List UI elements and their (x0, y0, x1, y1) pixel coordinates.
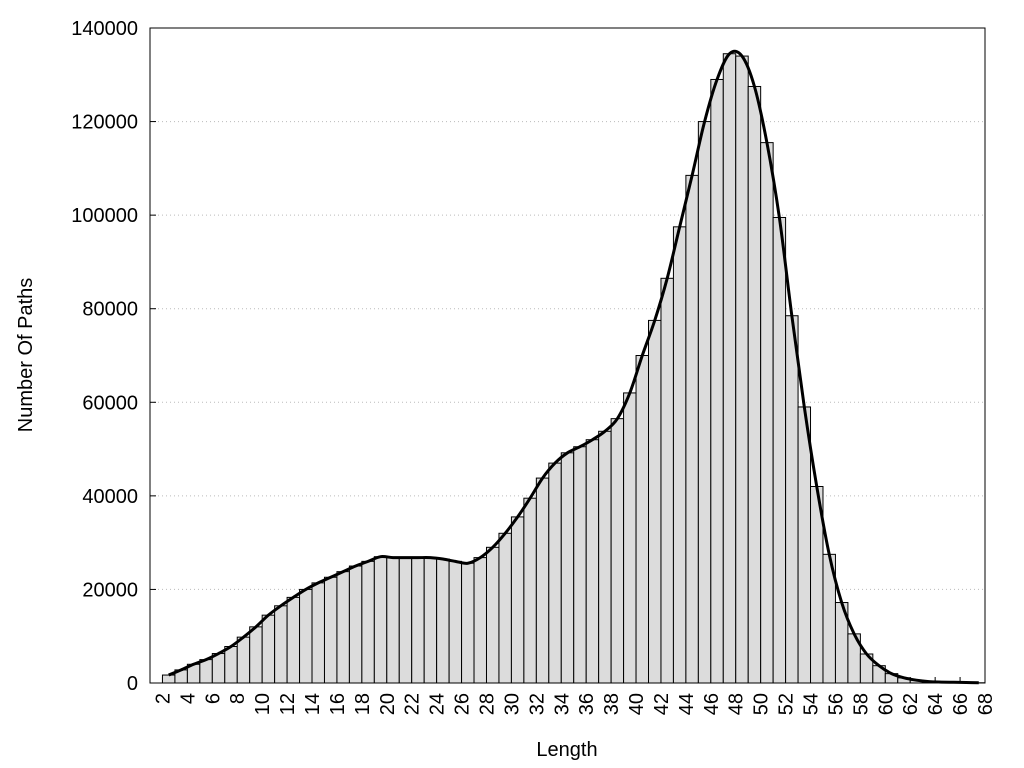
bar (710, 78, 724, 684)
bar (299, 588, 313, 684)
x-tick-label: 36 (576, 693, 598, 715)
bar (411, 557, 425, 684)
bar (510, 516, 525, 684)
bar (660, 277, 674, 684)
bar (523, 497, 537, 684)
x-tick-label: 48 (726, 693, 748, 715)
bar (373, 556, 388, 684)
bar (336, 571, 350, 684)
bar (323, 576, 338, 684)
x-tick-label: 16 (327, 693, 349, 715)
y-tick-label: 0 (127, 673, 138, 695)
bar (623, 392, 637, 684)
bar (560, 452, 575, 684)
bar (772, 216, 787, 684)
x-tick-label: 32 (526, 693, 548, 715)
y-tick-label: 100000 (71, 205, 138, 227)
bar (423, 557, 438, 684)
bar (461, 562, 475, 684)
x-tick-label: 54 (801, 693, 823, 715)
bar (797, 406, 812, 684)
x-tick-label: 64 (925, 693, 947, 715)
x-tick-label: 14 (302, 693, 324, 715)
bar (785, 315, 799, 684)
x-tick-label: 22 (402, 693, 424, 715)
y-tick-label: 120000 (71, 112, 138, 134)
bar (311, 582, 325, 684)
x-tick-label: 52 (776, 693, 798, 715)
bar (199, 659, 213, 684)
bar (672, 226, 687, 684)
y-tick-label: 140000 (71, 18, 138, 40)
x-tick-label: 60 (875, 693, 897, 715)
bar (598, 430, 612, 684)
x-tick-label: 6 (202, 693, 224, 704)
x-tick-label: 68 (975, 693, 997, 715)
bar (498, 532, 512, 684)
bar (747, 85, 762, 684)
x-tick-label: 66 (950, 693, 972, 715)
plot-frame (149, 27, 986, 684)
bar (535, 477, 550, 684)
x-tick-label: 58 (850, 693, 872, 715)
density-curve (168, 49, 979, 685)
x-tick-label: 18 (352, 693, 374, 715)
bar (211, 653, 226, 684)
bar (485, 546, 500, 684)
bar (161, 674, 176, 684)
x-tick-label: 34 (551, 693, 573, 715)
x-tick-label: 40 (626, 693, 648, 715)
bar (286, 596, 301, 684)
x-tick-label: 30 (501, 693, 523, 715)
x-tick-label: 62 (900, 693, 922, 715)
x-tick-label: 8 (227, 693, 249, 704)
bar (261, 614, 276, 684)
bar (436, 558, 450, 684)
bar (348, 565, 363, 684)
x-tick-label: 38 (601, 693, 623, 715)
bar (548, 462, 562, 684)
bar (735, 55, 749, 684)
y-tick-label: 80000 (82, 299, 138, 321)
bar (573, 446, 587, 684)
x-tick-label: 24 (427, 693, 449, 715)
x-tick-label: 12 (277, 693, 299, 715)
x-tick-label: 20 (377, 693, 399, 715)
bar (685, 174, 699, 684)
bar (224, 646, 238, 684)
x-tick-label: 46 (701, 693, 723, 715)
y-axis-label: Number Of Paths (15, 278, 37, 433)
x-tick-label: 2 (152, 693, 174, 704)
bar (236, 636, 251, 684)
bar (585, 439, 600, 684)
y-tick-label: 60000 (82, 392, 138, 414)
x-tick-label: 50 (751, 693, 773, 715)
bar (448, 560, 463, 684)
y-tick-label: 20000 (82, 579, 138, 601)
bar (249, 626, 263, 684)
x-tick-label: 26 (452, 693, 474, 715)
x-tick-label: 28 (476, 693, 498, 715)
x-axis-label: Length (536, 739, 597, 761)
x-tick-label: 4 (177, 693, 199, 704)
bar (386, 557, 400, 684)
bar (398, 557, 413, 684)
bar (648, 319, 662, 684)
bar (722, 53, 737, 684)
x-tick-label: 56 (825, 693, 847, 715)
x-tick-label: 42 (651, 693, 673, 715)
x-tick-label: 44 (676, 693, 698, 715)
bar (635, 355, 650, 684)
bar (760, 142, 774, 684)
bar (473, 557, 487, 684)
bar (274, 605, 288, 684)
bar (610, 418, 625, 684)
x-tick-label: 10 (252, 693, 274, 715)
y-tick-label: 40000 (82, 486, 138, 508)
bar (697, 121, 712, 684)
bar (361, 560, 375, 684)
